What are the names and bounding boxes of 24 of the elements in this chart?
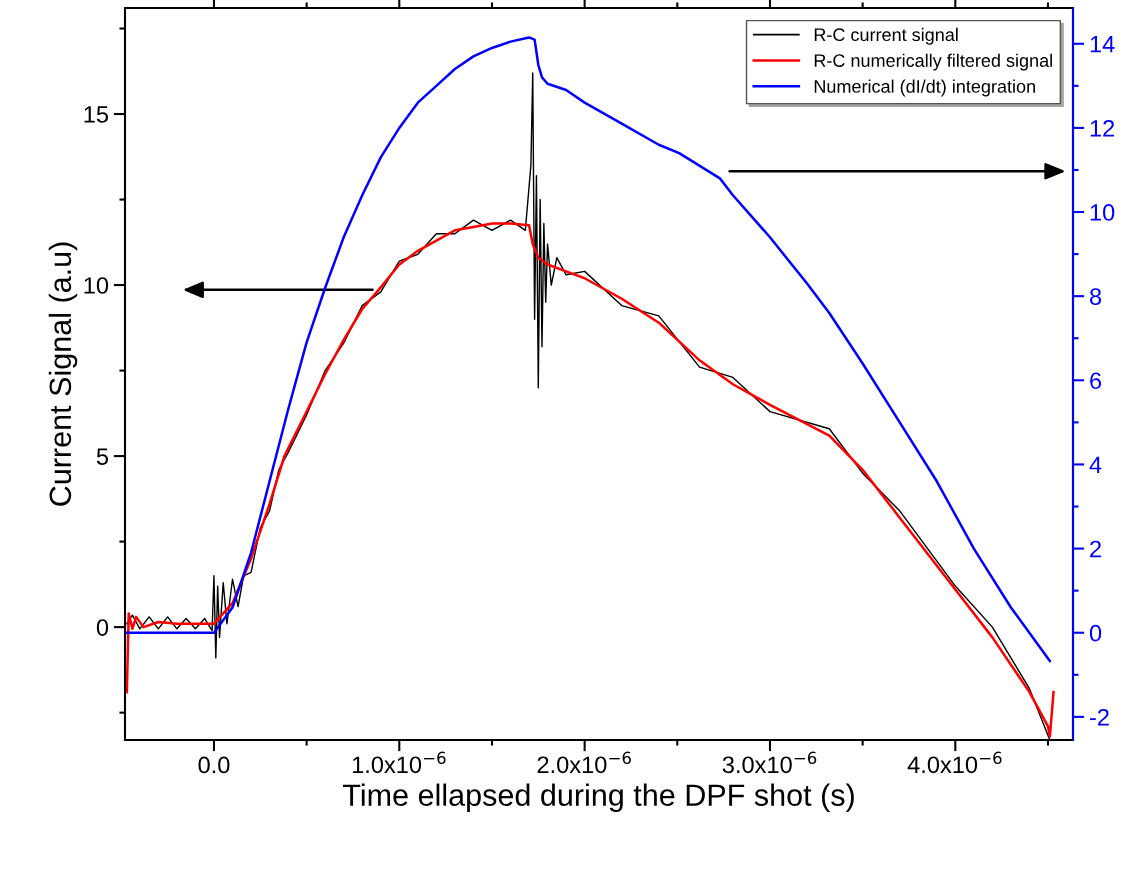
y2-tick-label: 6 [1090, 372, 1102, 390]
y-tick-label: 0 [96, 619, 109, 636]
x-tick-label: 2.0x10$^{−6}$ [537, 751, 631, 774]
y-tick-label: 15 [84, 106, 109, 123]
y2-tick-label: 8 [1090, 288, 1102, 305]
x-tick-label: 0.0 [198, 756, 230, 774]
x-tick-label: 1.0x10$^{−6}$ [352, 751, 446, 774]
x-tick-label: 4.0x10$^{−6}$ [907, 751, 1002, 774]
y2-tick-label: 4 [1089, 456, 1102, 473]
legend-label: Numerical (dI/dt) integration [814, 79, 1035, 97]
y-axis-title: Current Signal (a.u) [48, 242, 78, 506]
y2-tick-label: 12 [1090, 119, 1115, 137]
y2-tick-label: 2 [1090, 540, 1101, 558]
legend-label: R-C numerically filtered signal [814, 53, 1052, 71]
legend-label: R-C current signal [814, 27, 958, 45]
y2-tick-label: 0 [1089, 624, 1102, 642]
y-tick-label: 10 [84, 277, 109, 294]
y2-tick-label: 10 [1090, 204, 1115, 221]
x-axis-title: Time ellapsed during the DPF shot (s) [342, 783, 854, 813]
y2-tick-label: -2 [1090, 708, 1109, 726]
x-tick-label: 3.0x10$^{−6}$ [722, 751, 817, 774]
line-series [125, 222, 1055, 738]
y2-tick-label: 14 [1090, 36, 1115, 53]
y-tick-label: 5 [96, 448, 109, 465]
